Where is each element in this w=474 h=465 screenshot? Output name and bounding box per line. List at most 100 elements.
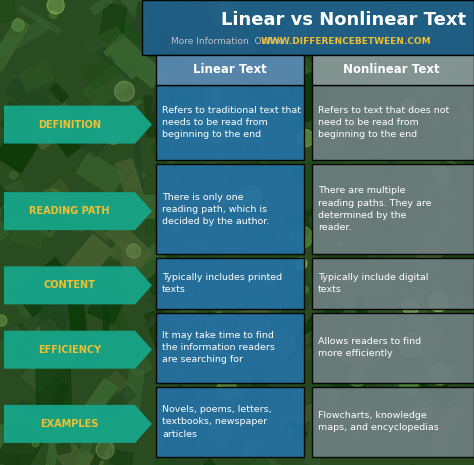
Bar [415,49,459,100]
Bar [237,282,282,328]
Bar [309,11,363,71]
Bar [351,214,377,238]
Bar [298,44,340,91]
Bar [62,298,73,312]
Bar [2,191,28,221]
Bar [69,451,104,465]
Bar [109,241,145,276]
Bar [200,75,211,106]
Bar [408,189,444,219]
FancyBboxPatch shape [312,312,474,383]
Bar [0,326,25,360]
Bar [287,71,331,123]
Circle shape [9,171,17,179]
Bar [145,309,174,350]
Bar [131,14,159,31]
Text: Linear Text: Linear Text [193,64,267,77]
Bar [152,448,185,465]
Bar [325,264,375,315]
Bar [383,159,401,177]
Bar [0,419,47,465]
Bar [41,209,64,231]
Bar [309,34,342,67]
Bar [312,289,364,336]
Circle shape [96,440,114,458]
Bar [233,365,268,415]
Circle shape [215,128,223,136]
Bar [189,255,211,308]
Bar [22,198,64,238]
Circle shape [171,225,179,232]
Bar [123,369,144,417]
Bar [182,247,217,270]
Bar [459,260,474,308]
Circle shape [215,7,230,23]
Bar [206,317,221,369]
Circle shape [50,11,57,19]
Circle shape [177,370,185,378]
Bar [408,109,424,124]
Bar [0,18,29,71]
FancyBboxPatch shape [312,55,474,85]
Bar [330,25,371,66]
Bar [194,128,235,167]
Circle shape [240,100,250,110]
Polygon shape [4,106,152,144]
Bar [10,197,27,213]
Bar [347,266,359,279]
Bar [437,109,474,155]
Bar [46,428,90,465]
Bar [114,244,168,295]
Bar [75,379,117,429]
Bar [445,62,474,106]
Bar [197,409,209,424]
Text: There is only one
reading path, which is
decided by the author.: There is only one reading path, which is… [162,193,269,226]
Bar [450,0,474,15]
Circle shape [243,110,257,124]
Bar [427,403,465,453]
Bar [51,111,99,157]
Bar [13,258,75,316]
Bar [375,204,393,218]
Circle shape [428,292,448,312]
Bar [430,42,467,96]
Bar [127,169,145,189]
Circle shape [285,20,307,42]
Circle shape [400,377,418,395]
Circle shape [232,193,245,206]
Circle shape [51,218,56,222]
Bar [152,62,160,111]
Bar [259,58,285,86]
Bar [228,65,262,89]
Bar [155,24,182,76]
Bar [95,45,137,79]
Bar [347,269,391,312]
Bar [300,359,338,397]
Bar [417,132,431,140]
Bar [62,234,113,287]
Bar [146,461,175,465]
Circle shape [195,118,215,138]
Bar [55,442,71,455]
Bar [0,181,29,217]
Bar [257,39,273,69]
Bar [219,420,262,461]
Bar [444,162,472,203]
Bar [241,21,280,69]
Bar [237,379,282,437]
Bar [109,450,133,465]
Bar [241,0,290,39]
Bar [267,326,298,359]
Bar [156,109,178,132]
Circle shape [371,149,377,155]
Bar [224,204,238,226]
Circle shape [61,124,67,130]
Text: Linear vs Nonlinear Text: Linear vs Nonlinear Text [221,11,466,29]
Bar [419,182,444,206]
Circle shape [0,315,7,326]
Bar [146,203,166,235]
Circle shape [429,363,451,385]
Text: It may take time to find
the information readers
are searching for: It may take time to find the information… [162,331,275,365]
Bar [313,111,359,159]
Bar [138,243,197,294]
